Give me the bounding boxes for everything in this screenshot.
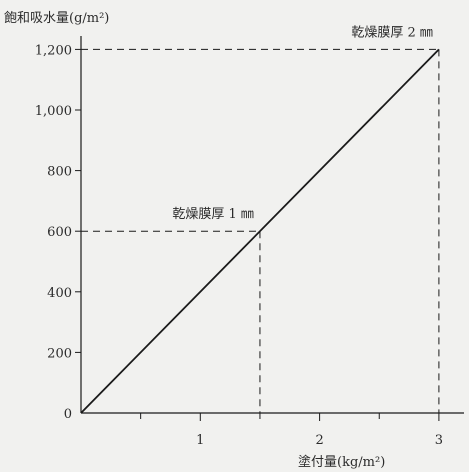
x-tick-label: 3 <box>435 433 443 448</box>
y-tick-label: 600 <box>47 225 72 240</box>
axes: 0 200 400 600 800 1,000 1,200 1 2 3 <box>35 36 464 448</box>
x-tick-label: 2 <box>315 433 323 448</box>
y-tick-label: 0 <box>64 407 72 422</box>
y-tick-label: 800 <box>47 165 72 180</box>
y-tick-label: 1,200 <box>35 43 72 58</box>
y-axis-title: 飽和吸水量(g/m²) <box>4 11 109 26</box>
annotation-label: 乾燥膜厚 2 ㎜ <box>351 25 433 40</box>
guide-lines <box>81 48 440 413</box>
x-axis-title: 塗付量(kg/m²) <box>298 454 385 470</box>
annotation-label: 乾燥膜厚 1 ㎜ <box>172 207 254 222</box>
x-tick-label: 1 <box>196 433 204 448</box>
series-line <box>80 48 440 414</box>
y-tick-label: 200 <box>47 346 72 361</box>
series-group <box>80 48 440 414</box>
annotations: 乾燥膜厚 1 ㎜ 乾燥膜厚 2 ㎜ <box>172 25 432 222</box>
y-tick-label: 400 <box>47 286 72 301</box>
y-tick-label: 1,000 <box>35 104 72 119</box>
